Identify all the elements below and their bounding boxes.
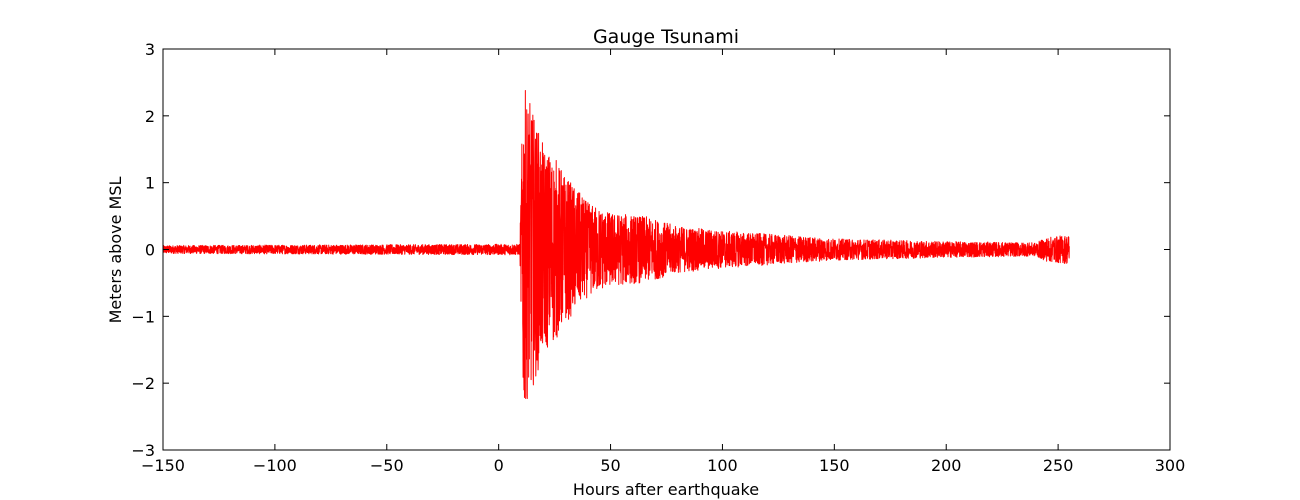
x-tick-label: 300 bbox=[1155, 456, 1186, 475]
y-tick-label: 2 bbox=[145, 107, 155, 126]
chart-title: Gauge Tsunami bbox=[593, 26, 739, 48]
x-tick-label: −150 bbox=[141, 456, 185, 475]
y-tick-label: 3 bbox=[145, 40, 155, 59]
x-tick-label: −100 bbox=[253, 456, 297, 475]
x-tick-label: 50 bbox=[600, 456, 620, 475]
x-tick-label: 100 bbox=[707, 456, 738, 475]
y-axis-label: Meters above MSL bbox=[106, 177, 125, 324]
x-tick-label: −50 bbox=[370, 456, 404, 475]
y-tick-label: 1 bbox=[145, 174, 155, 193]
plot-area bbox=[162, 90, 1070, 400]
x-tick-label: 250 bbox=[1043, 456, 1074, 475]
axis-ticks: −150 −100 −50 0 50 100 150 200 250 300 −3 −2 −1 0 1 2 3 bbox=[131, 40, 1185, 475]
y-tick-label: −3 bbox=[131, 441, 155, 460]
plot-frame bbox=[162, 48, 1171, 451]
y-tick-label: −2 bbox=[131, 374, 155, 393]
x-tick-label: 150 bbox=[819, 456, 850, 475]
x-tick-label: 200 bbox=[931, 456, 962, 475]
x-axis-label: Hours after earthquake bbox=[573, 480, 759, 499]
x-tick-label: 0 bbox=[494, 456, 504, 475]
series-line bbox=[162, 90, 1070, 400]
y-tick-label: −1 bbox=[131, 307, 155, 326]
y-tick-label: 0 bbox=[145, 241, 155, 260]
